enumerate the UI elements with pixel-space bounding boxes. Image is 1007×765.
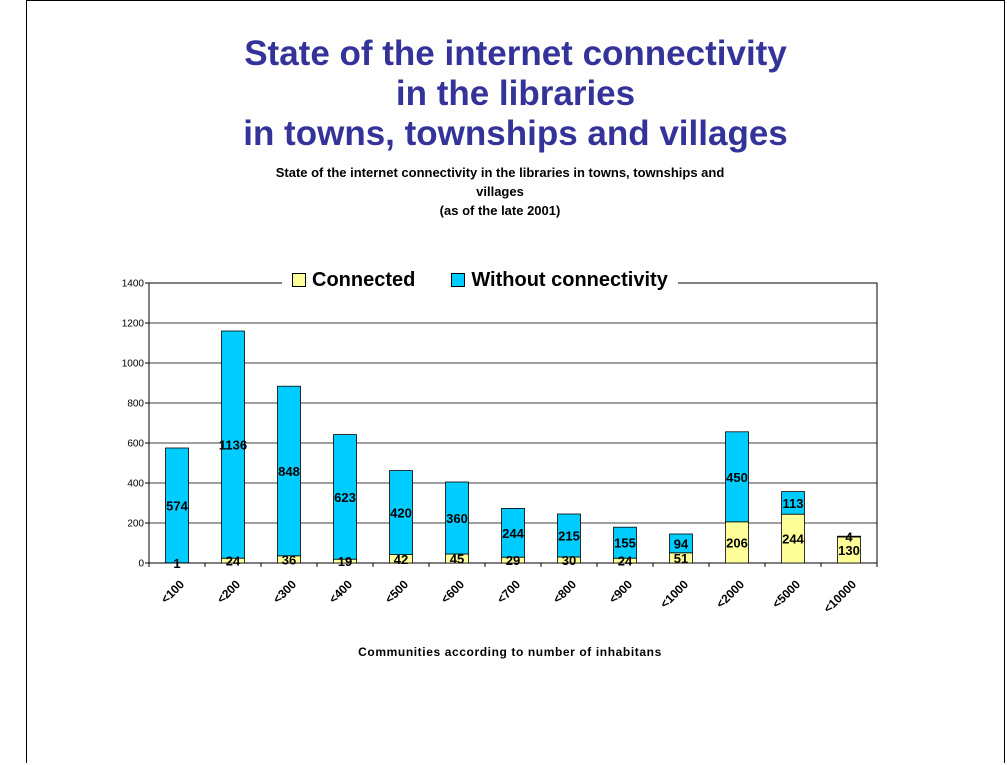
- data-label-connected: 24: [618, 554, 633, 569]
- bar-without-connectivity: [221, 330, 245, 559]
- bar-without-connectivity: [501, 507, 525, 558]
- bar-without-connectivity: [165, 447, 189, 564]
- bar-without-connectivity: [389, 470, 413, 556]
- legend-label-without-connectivity: Without connectivity: [471, 268, 668, 291]
- data-label-without-connectivity: 215: [558, 529, 580, 544]
- slide-title-line-3: in towns, townships and villages: [243, 114, 788, 153]
- data-label-without-connectivity: 360: [446, 511, 468, 526]
- y-tick-label: 800: [127, 399, 144, 410]
- data-label-without-connectivity: 1136: [219, 438, 247, 453]
- x-axis-title: Communities according to number of inhab…: [358, 645, 662, 659]
- bar-without-connectivity: [613, 526, 637, 559]
- data-label-without-connectivity: 155: [614, 536, 636, 551]
- y-tick-label: 1400: [122, 279, 145, 290]
- x-tick-label: <10000: [821, 577, 860, 616]
- y-tick-label: 1000: [122, 359, 145, 370]
- legend-swatch-without-connectivity: [451, 273, 466, 287]
- x-tick-label: <1000: [657, 577, 691, 611]
- y-tick-label: 1200: [122, 319, 145, 330]
- data-label-connected: 206: [726, 535, 748, 550]
- data-label-without-connectivity: 574: [166, 498, 188, 513]
- data-label-connected: 30: [562, 553, 576, 568]
- data-label-without-connectivity: 420: [390, 506, 412, 521]
- data-label-without-connectivity: 623: [334, 490, 356, 505]
- x-tick-label: <200: [214, 577, 243, 606]
- legend-swatch-connected: [292, 273, 306, 287]
- slide-frame: [26, 0, 1005, 763]
- slide-title-line-2: in the libraries: [395, 74, 636, 113]
- chart-title: State of the internet connectivity in th…: [140, 163, 860, 220]
- data-label-without-connectivity: 450: [726, 470, 748, 485]
- data-label-connected: 1: [173, 556, 180, 571]
- data-label-connected: 42: [394, 552, 408, 567]
- data-label-without-connectivity: 94: [674, 536, 689, 551]
- chart-legend: Connected Without connectivity: [282, 266, 678, 294]
- bar-without-connectivity: [557, 513, 581, 558]
- data-label-connected: 51: [674, 551, 688, 566]
- legend-label-connected: Connected: [312, 268, 416, 291]
- x-tick-label: <600: [438, 577, 467, 606]
- x-tick-label: <500: [382, 577, 411, 606]
- chart-title-line-1: State of the internet connectivity in th…: [275, 165, 725, 180]
- bar-without-connectivity: [837, 535, 861, 538]
- chart-title-line-3: (as of the late 2001): [439, 203, 561, 218]
- x-tick-label: <400: [326, 577, 355, 606]
- bar-without-connectivity: [725, 431, 749, 523]
- x-tick-label: <900: [606, 577, 635, 606]
- bar-without-connectivity: [445, 481, 469, 555]
- chart-title-line-2: villages: [476, 184, 524, 199]
- x-tick-label: <700: [494, 577, 523, 606]
- y-tick-label: 600: [127, 439, 144, 450]
- data-label-without-connectivity: 244: [502, 526, 524, 541]
- x-tick-label: <100: [158, 577, 187, 606]
- bar-without-connectivity: [669, 533, 693, 554]
- x-tick-label: <5000: [769, 577, 803, 611]
- bar-without-connectivity: [781, 491, 805, 515]
- data-label-without-connectivity: 848: [278, 464, 300, 479]
- legend-item-connected: Connected: [292, 269, 415, 292]
- data-label-connected: 19: [338, 554, 352, 569]
- data-label-connected: 29: [506, 553, 520, 568]
- x-tick-label: <300: [270, 577, 299, 606]
- slide-title: State of the internet connectivity in th…: [26, 34, 1005, 154]
- legend-item-without-connectivity: Without connectivity: [451, 268, 668, 292]
- data-label-without-connectivity: 113: [783, 496, 804, 511]
- bar-without-connectivity: [277, 385, 301, 557]
- data-label-connected: 244: [782, 532, 804, 547]
- data-label-connected: 45: [450, 552, 464, 567]
- y-tick-label: 200: [127, 519, 144, 530]
- y-tick-label: 400: [127, 479, 144, 490]
- data-label-without-connectivity: 4: [845, 530, 853, 545]
- data-label-connected: 24: [226, 554, 241, 569]
- x-tick-label: <2000: [713, 577, 747, 611]
- y-tick-label: 0: [138, 559, 144, 570]
- data-label-connected: 130: [838, 543, 860, 558]
- bar-without-connectivity: [333, 434, 357, 560]
- x-tick-label: <800: [550, 577, 579, 606]
- slide-title-line-1: State of the internet connectivity: [244, 34, 787, 73]
- data-label-connected: 36: [282, 552, 296, 567]
